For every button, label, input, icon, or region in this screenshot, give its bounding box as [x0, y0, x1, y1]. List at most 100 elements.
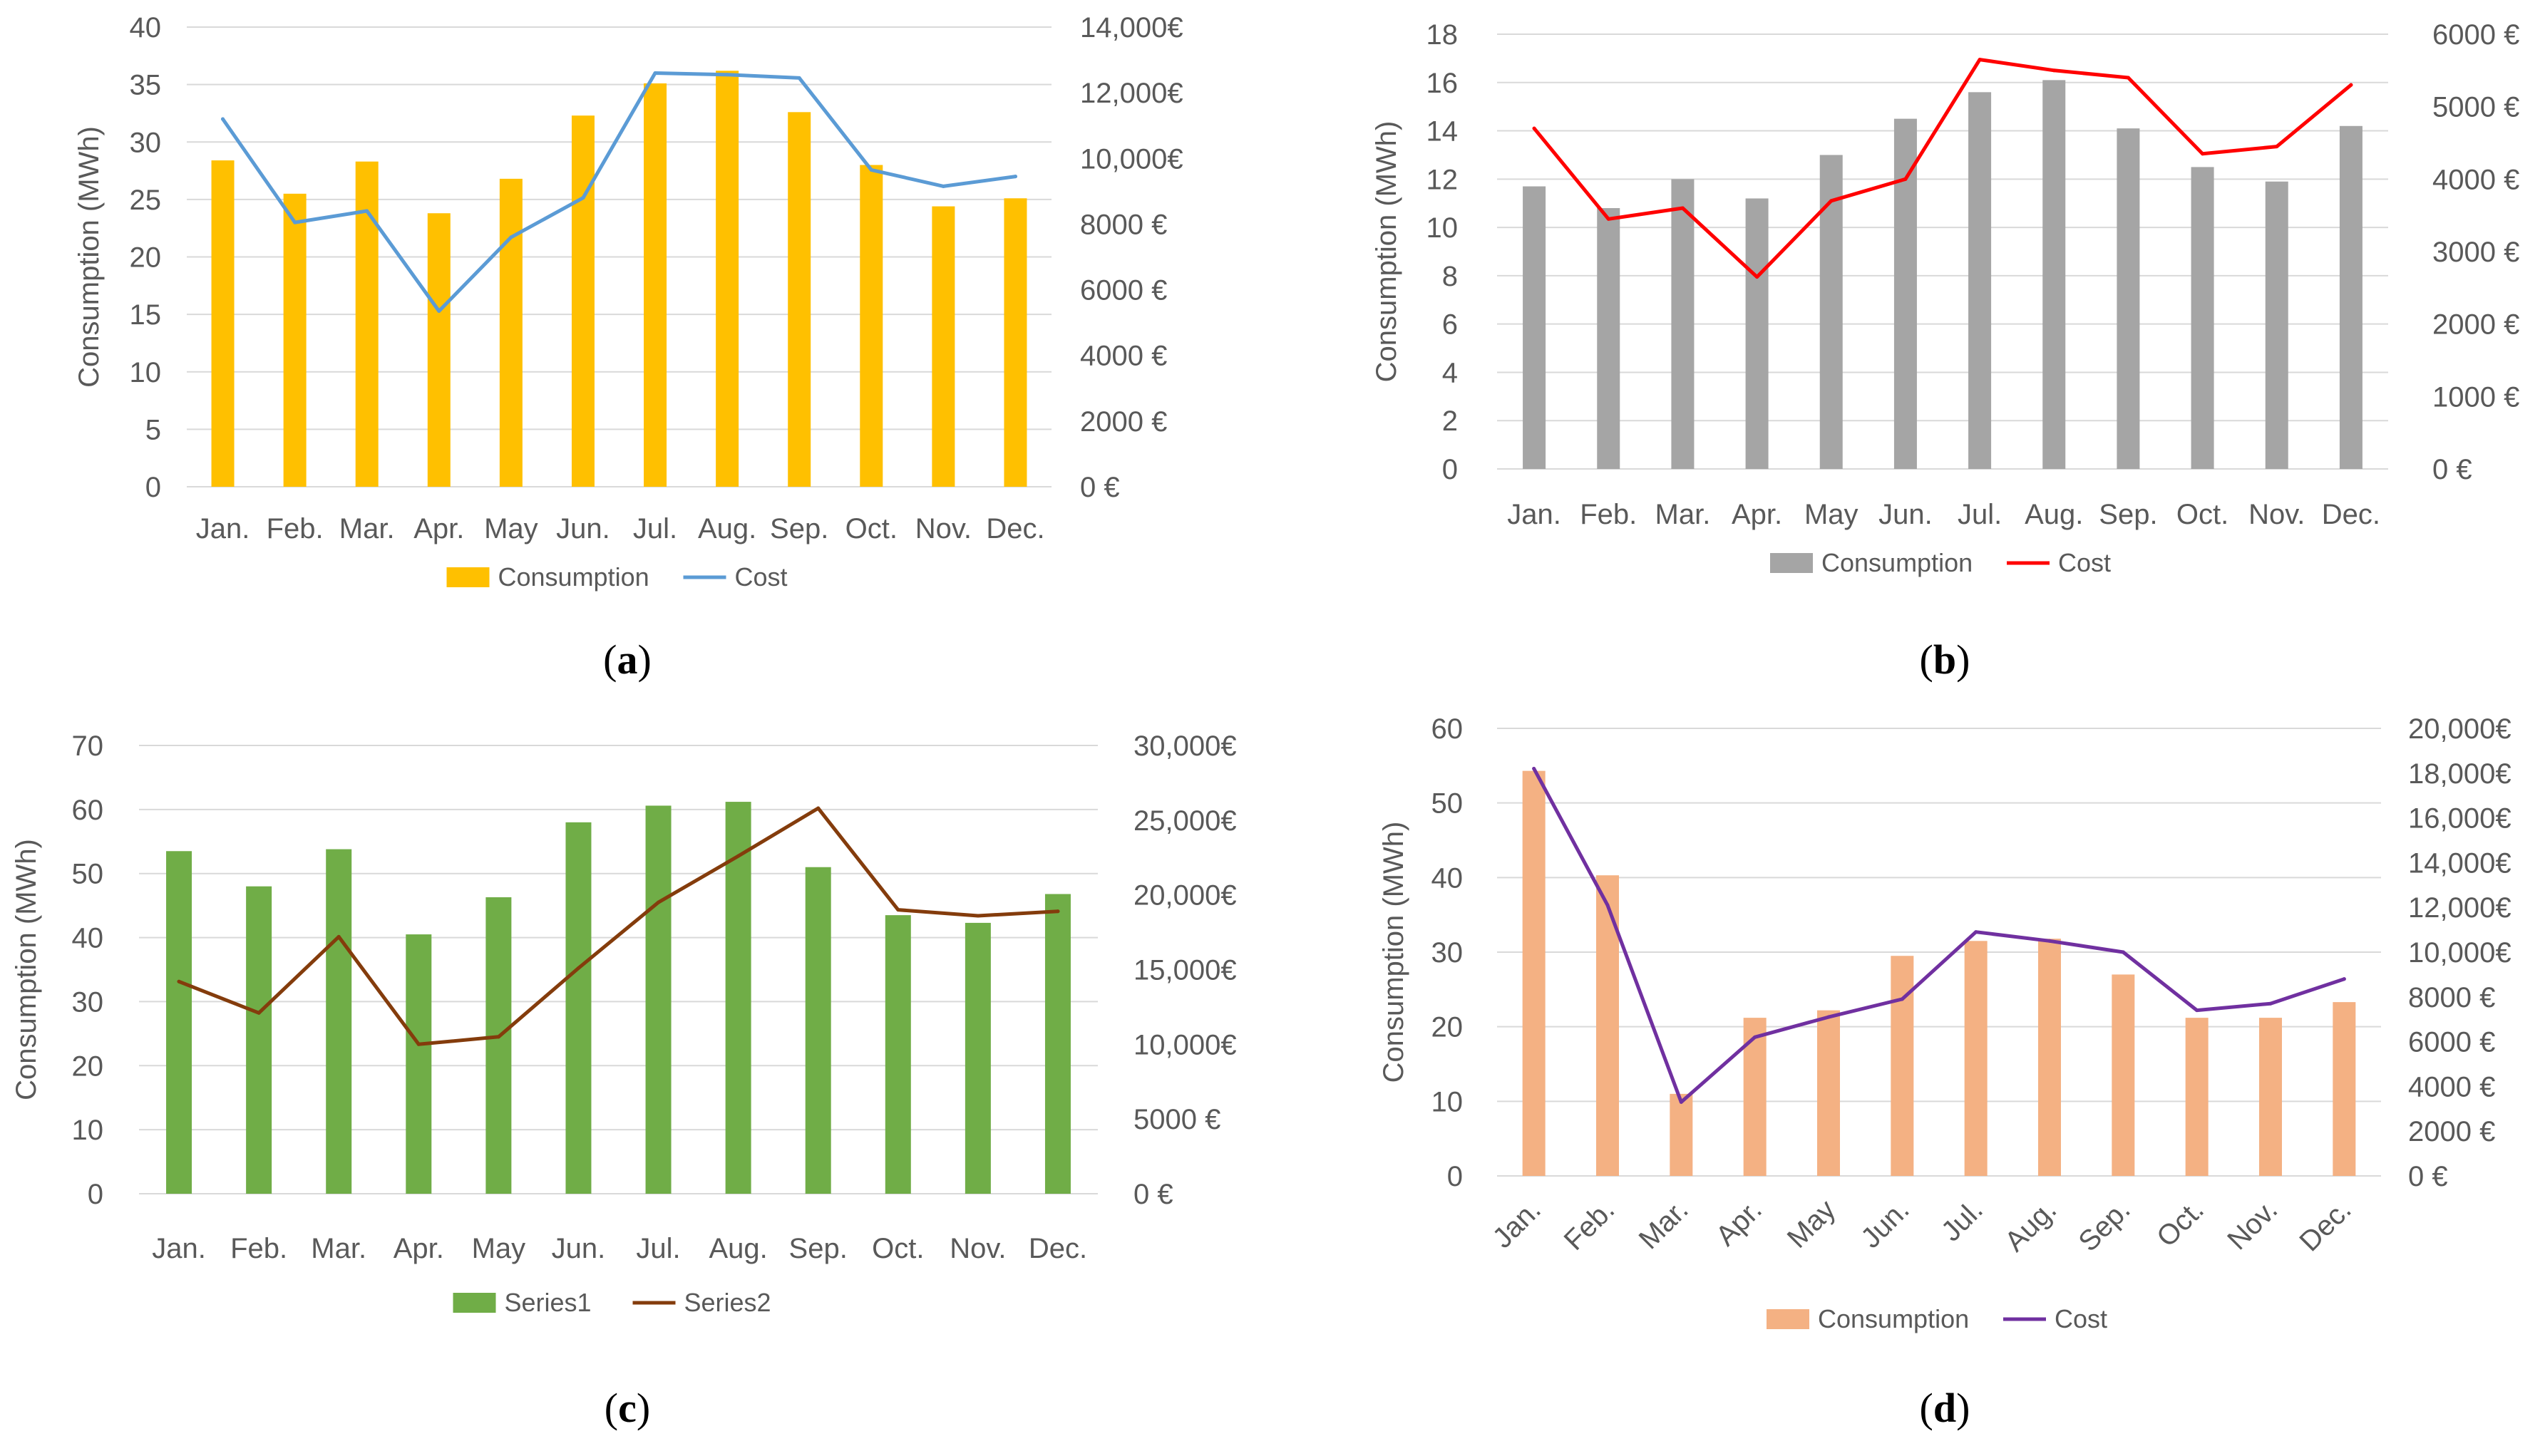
y-tick-label: 20 — [130, 242, 162, 274]
x-tick-label: Jan. — [196, 513, 250, 544]
y-tick-label: 50 — [72, 859, 104, 890]
y-tick-label: 20 — [1431, 1012, 1464, 1043]
line-point — [2047, 939, 2052, 943]
x-tick-label: May — [472, 1233, 526, 1264]
bar — [932, 206, 955, 487]
y-tick-label: 18 — [1426, 19, 1459, 51]
y-tick-label: 40 — [72, 923, 104, 954]
line-point — [653, 71, 657, 75]
x-tick-label: Jul. — [1958, 499, 2002, 530]
bar — [1522, 770, 1546, 1176]
x-tick-label: Apr. — [413, 513, 464, 544]
y2-tick-label: 6000 € — [1080, 275, 1167, 306]
x-tick-label: Oct. — [872, 1233, 924, 1264]
bar — [1044, 894, 1071, 1194]
bar — [645, 805, 672, 1194]
y-axis-title: Consumption (MWh) — [11, 839, 42, 1100]
y-tick-label: 14 — [1426, 116, 1459, 148]
line-point — [1056, 909, 1060, 914]
bar — [716, 71, 739, 487]
bar — [1745, 198, 1769, 469]
bar — [1817, 1010, 1840, 1176]
y2-tick-label: 10,000€ — [1080, 143, 1183, 175]
bar — [427, 213, 451, 487]
line-point — [437, 309, 441, 314]
line-point — [1900, 997, 1904, 1001]
y2-tick-label: 2000 € — [2432, 309, 2519, 341]
bar — [1670, 1093, 1693, 1176]
bar — [485, 897, 512, 1194]
legend-label: Cost — [2055, 1304, 2107, 1333]
y-tick-label: 12 — [1426, 164, 1459, 195]
line-point — [581, 196, 585, 200]
bar — [211, 160, 235, 487]
y-tick-label: 40 — [1431, 862, 1464, 894]
y2-tick-label: 10,000€ — [1133, 1029, 1237, 1060]
y-tick-label: 10 — [130, 357, 162, 388]
line-point — [1753, 1035, 1757, 1039]
line-point — [177, 979, 181, 983]
bar — [2112, 974, 2135, 1176]
line-point — [1974, 930, 1978, 934]
bar — [1743, 1018, 1767, 1176]
legend-label: Cost — [735, 562, 788, 592]
y-tick-label: 8 — [1442, 261, 1458, 292]
y2-tick-label: 6000 € — [2408, 1027, 2495, 1058]
bar — [499, 178, 523, 487]
legend-label: Consumption — [498, 562, 649, 592]
y-axis-title: Consumption (MWh) — [73, 126, 105, 388]
line-point — [1532, 767, 1536, 771]
bar — [2333, 1002, 2356, 1176]
line-point — [869, 167, 873, 172]
line-series — [1532, 767, 2346, 1104]
y-tick-label: 6 — [1442, 309, 1458, 341]
y-tick-label: 0 — [145, 472, 161, 503]
y2-tick-label: 0 € — [2432, 454, 2472, 485]
y2-tick-label: 4000 € — [1080, 341, 1167, 372]
x-tick-label: Jun. — [1878, 499, 1933, 530]
line-point — [336, 934, 341, 939]
line-point — [293, 220, 297, 224]
line-point — [2268, 1001, 2273, 1006]
bar — [1891, 956, 1914, 1176]
bar — [283, 193, 307, 487]
bar — [406, 934, 432, 1194]
legend-swatch-bar — [453, 1293, 496, 1313]
bar — [788, 112, 811, 487]
legend-label: Consumption — [1818, 1304, 1969, 1333]
line-point — [1679, 1100, 1683, 1104]
line-point — [1755, 275, 1759, 279]
line-point — [1903, 177, 1908, 181]
y-tick-label: 5 — [145, 414, 161, 445]
bar — [2259, 1018, 2282, 1176]
line-series — [177, 806, 1060, 1046]
y-tick-label: 10 — [72, 1115, 104, 1146]
x-tick-label: Dec. — [2322, 499, 2380, 530]
x-tick-label: Apr. — [394, 1233, 444, 1264]
x-tick-label: Dec. — [986, 513, 1044, 544]
x-tick-label: Jul. — [633, 513, 677, 544]
y-tick-label: 30 — [72, 986, 104, 1018]
bar — [2038, 939, 2061, 1176]
y-tick-label: 0 — [1442, 454, 1458, 485]
x-tick-label: Sep. — [770, 513, 828, 544]
y2-tick-label: 8000 € — [1080, 209, 1167, 240]
y-axis-title: Consumption (MWh) — [1378, 822, 1409, 1083]
legend-swatch-bar — [1770, 553, 1813, 573]
bar — [725, 802, 751, 1194]
x-tick-label: Mar. — [339, 513, 395, 544]
line-point — [509, 235, 513, 239]
x-tick-label: Sep. — [2099, 499, 2157, 530]
x-tick-label: Aug. — [698, 513, 756, 544]
x-tick-label: Dec. — [1029, 1233, 1087, 1264]
y2-tick-label: 15,000€ — [1133, 955, 1237, 986]
line-point — [1606, 217, 1610, 221]
x-tick-label: Jun. — [552, 1233, 606, 1264]
y-tick-label: 0 — [88, 1179, 103, 1210]
line-point — [576, 966, 580, 970]
y2-tick-label: 0 € — [2408, 1161, 2448, 1192]
y2-tick-label: 0 € — [1133, 1179, 1173, 1210]
bar — [805, 867, 831, 1194]
line-point — [976, 914, 980, 918]
y2-tick-label: 2000 € — [2408, 1116, 2495, 1147]
